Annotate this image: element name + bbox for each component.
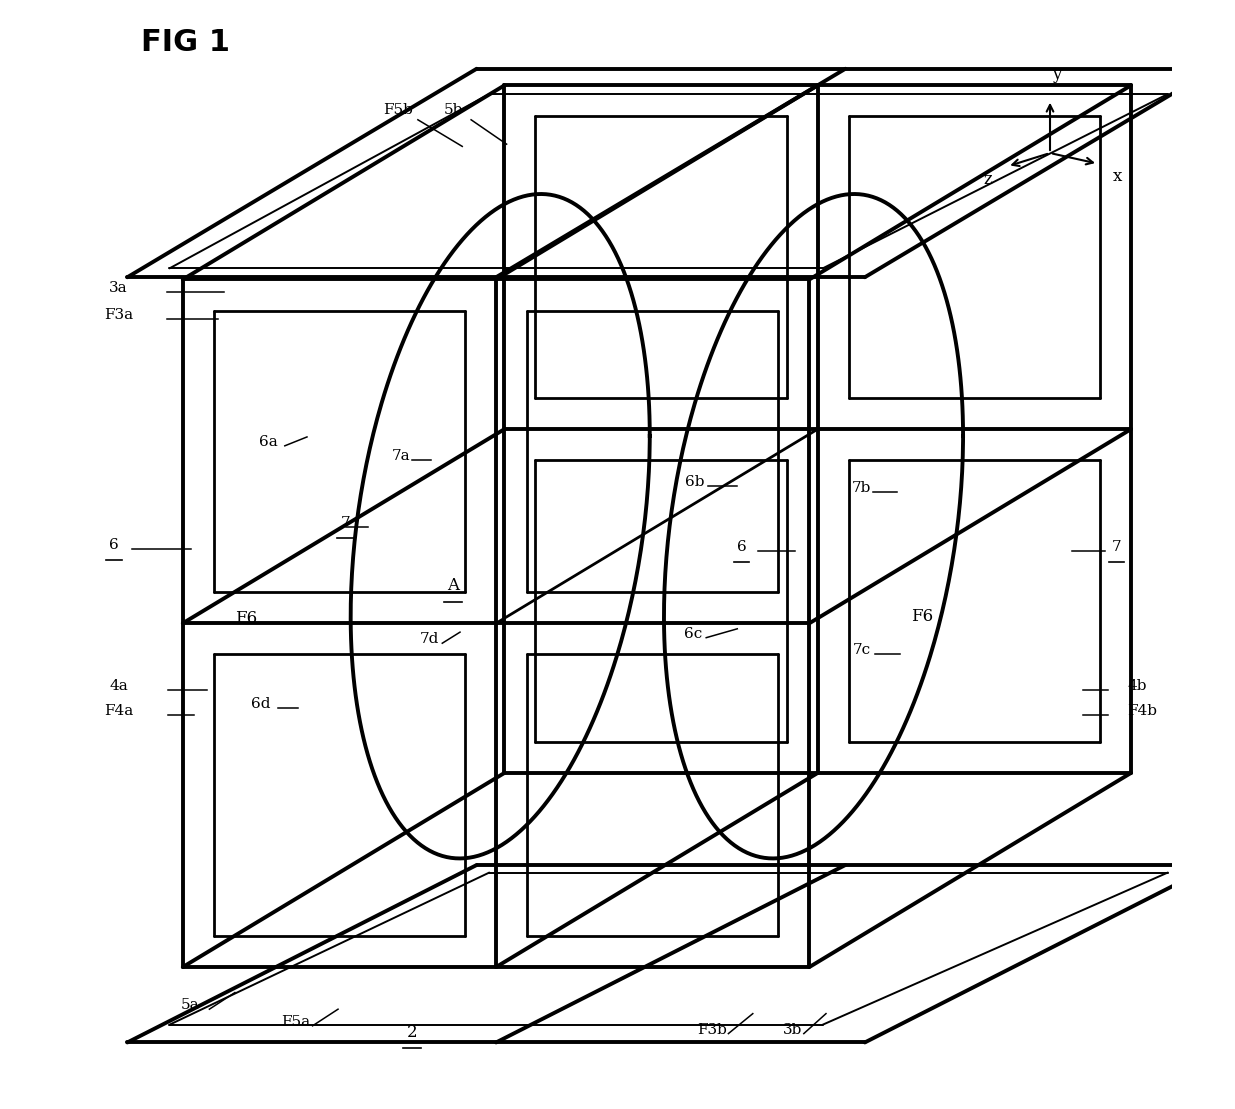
Text: F5a: F5a xyxy=(282,1015,310,1029)
Text: 3b: 3b xyxy=(783,1022,803,1037)
Text: 7c: 7c xyxy=(852,643,871,658)
Text: F3b: F3b xyxy=(697,1022,726,1037)
Text: 6: 6 xyxy=(109,538,119,552)
Text: F3a: F3a xyxy=(104,308,133,323)
Text: 4a: 4a xyxy=(109,679,128,693)
Text: F4b: F4b xyxy=(1128,704,1157,719)
Text: F6: F6 xyxy=(235,610,257,628)
Text: 5a: 5a xyxy=(182,998,200,1013)
Text: 2: 2 xyxy=(408,1024,417,1041)
Text: F4a: F4a xyxy=(104,704,133,719)
Text: F5b: F5b xyxy=(383,103,412,118)
Text: 7d: 7d xyxy=(420,632,438,647)
Text: 4b: 4b xyxy=(1128,679,1147,693)
Text: A: A xyxy=(447,577,459,594)
Text: 6: 6 xyxy=(737,540,747,554)
Text: 6b: 6b xyxy=(685,475,705,489)
Text: 7: 7 xyxy=(341,516,351,530)
Text: F6: F6 xyxy=(911,608,934,625)
Text: FIG 1: FIG 1 xyxy=(141,28,230,57)
Text: 7a: 7a xyxy=(391,449,410,464)
Text: z: z xyxy=(983,171,992,187)
Text: 6d: 6d xyxy=(251,696,270,711)
Text: x: x xyxy=(1113,169,1123,185)
Text: 6c: 6c xyxy=(684,627,701,641)
Text: 5b: 5b xyxy=(443,103,463,118)
Text: 6a: 6a xyxy=(259,435,278,449)
Text: y: y xyxy=(1052,67,1061,83)
Text: 3a: 3a xyxy=(109,281,127,295)
Text: 7b: 7b xyxy=(852,481,871,496)
Text: 7: 7 xyxy=(1112,540,1121,554)
